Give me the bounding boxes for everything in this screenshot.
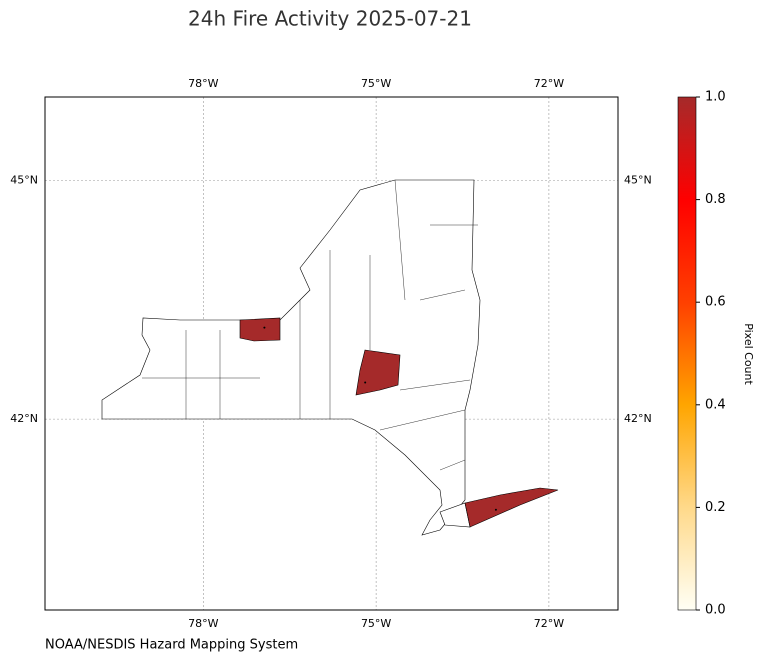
y-tick-label: 45°N [624, 174, 652, 187]
x-tick-label: 78°W [188, 77, 218, 90]
colorbar-tick-label: 0.8 [705, 192, 726, 207]
map-frame [44, 96, 619, 611]
x-tick-label: 75°W [361, 77, 391, 90]
fire-point [263, 326, 266, 329]
colorbar-label: Pixel Count [742, 323, 755, 385]
colorbar-tick-label: 0.2 [705, 500, 726, 515]
y-tick-label: 42°N [624, 412, 652, 425]
fire-county [239, 317, 281, 342]
colorbar-tick-label: 0.4 [705, 397, 726, 412]
map-title: 24h Fire Activity 2025-07-21 [188, 7, 472, 31]
source-note: NOAA/NESDIS Hazard Mapping System [45, 638, 298, 653]
x-tick-label: 75°W [361, 617, 391, 630]
county-borders [142, 179, 478, 471]
x-tick-label: 72°W [534, 77, 564, 90]
fire-point [494, 508, 497, 511]
colorbar-tick-label: 0.0 [705, 603, 726, 618]
colorbar-tick-label: 0.6 [705, 295, 726, 310]
x-tick-label: 78°W [188, 617, 218, 630]
y-tick-label: 42°N [10, 412, 38, 425]
fire-county [464, 487, 559, 528]
fire-point [364, 381, 367, 384]
x-tick-label: 72°W [534, 617, 564, 630]
fire-county [355, 349, 401, 396]
state-outline [101, 179, 481, 536]
colorbar [677, 96, 697, 611]
y-tick-label: 45°N [10, 174, 38, 187]
colorbar-tick-label: 1.0 [705, 90, 726, 105]
